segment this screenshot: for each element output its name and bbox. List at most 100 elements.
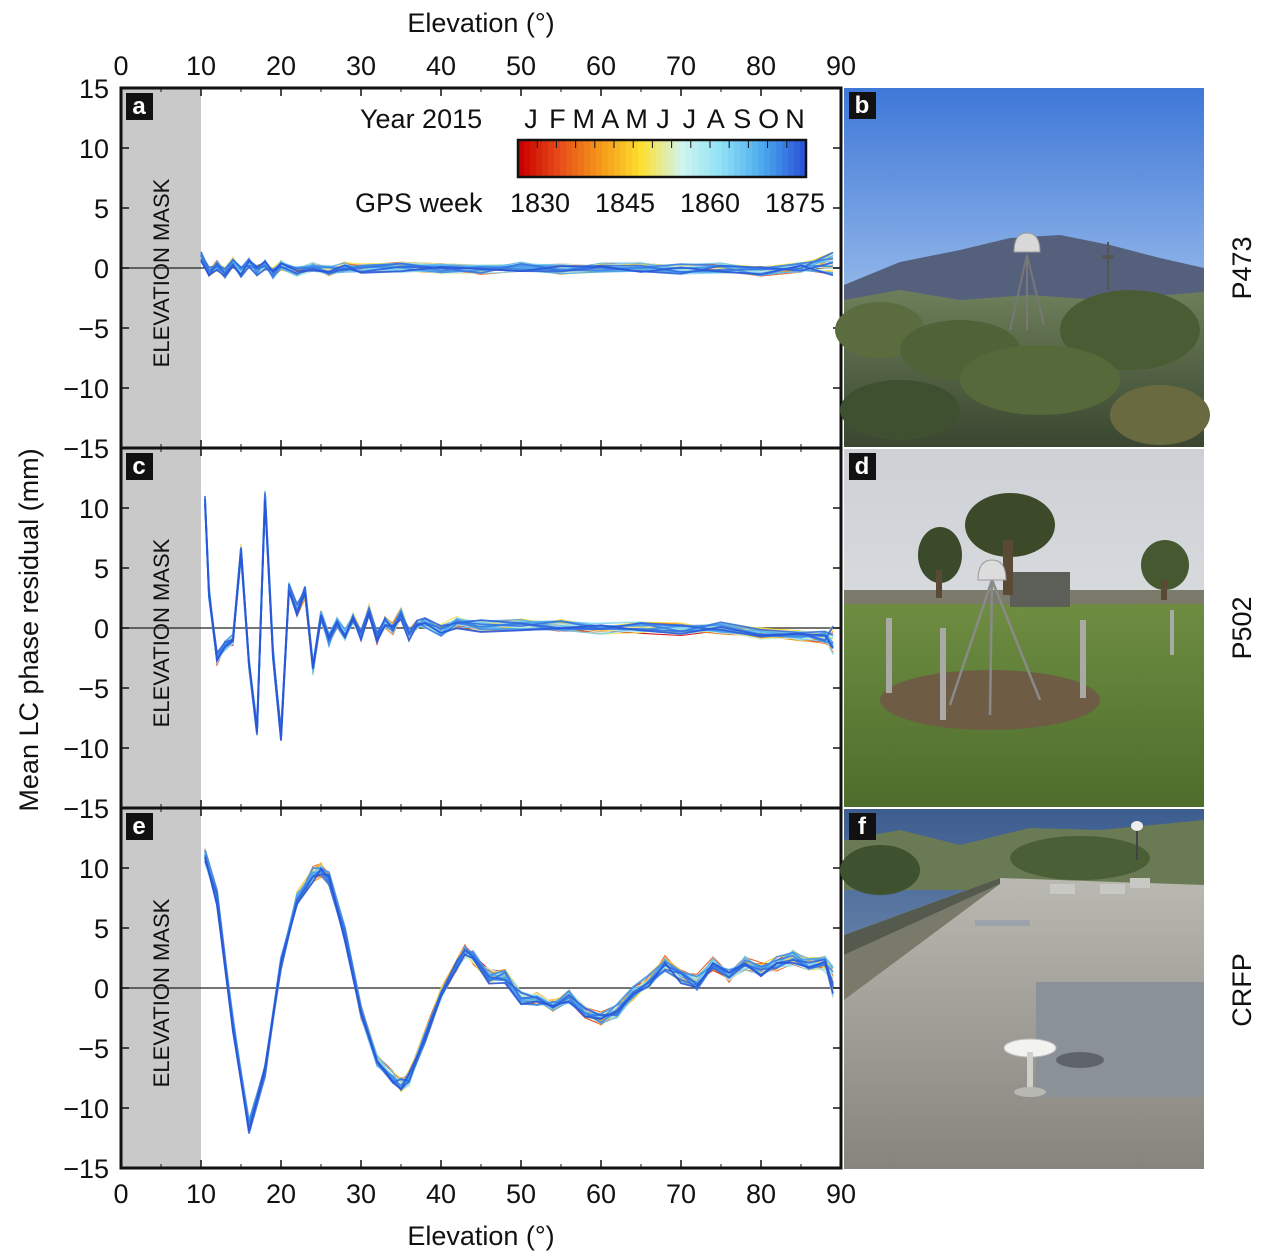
colorbar-segment [716,140,723,177]
bottom-x-tick-label: 50 [506,1179,536,1209]
y-tick-labels-panel-c: −15 10 5 0 −5 −10 [63,434,109,764]
legend-month-label: J [683,104,697,134]
colorbar-segment [752,140,759,177]
colorbar-segment [782,140,789,177]
colorbar-segment [800,140,807,177]
bottom-axis-title: Elevation (°) [407,1221,554,1251]
top-x-tick-labels: 0 10 20 30 40 50 60 70 80 90 [113,51,856,81]
y-tick-label: −10 [63,1094,109,1124]
station-label-p502: P502 [1227,596,1257,659]
photo-f-letter: f [858,813,867,840]
colorbar-segment [674,140,681,177]
photo-p502: d [844,449,1204,807]
weekly-series-line [204,856,834,1132]
panel-e-plot: ELEVATION MASK e [119,806,843,1170]
legend-gps-week-label: GPS week [355,188,483,218]
colorbar-segment [776,140,783,177]
colorbar-segment [764,140,771,177]
colorbar-segment [656,140,663,177]
y-tick-label: −15 [63,1154,109,1184]
colorbar-segment [590,140,597,177]
y-tick-labels-panel-e: −15 10 5 0 −5 −10 −15 [63,794,109,1184]
y-tick-label: −5 [78,314,109,344]
top-x-tick-label: 0 [113,51,128,81]
top-x-tick-label: 10 [186,51,216,81]
legend-month-label: S [733,104,751,134]
y-tick-label: −5 [78,1034,109,1064]
legend-month-label: A [601,104,619,134]
y-tick-label: −15 [63,434,109,464]
colorbar-segment [638,140,645,177]
colorbar-segment [524,140,531,177]
top-x-tick-label: 50 [506,51,536,81]
photo-b-letter: b [855,92,870,119]
colorbar-segment [584,140,591,177]
panel-letter: a [132,93,146,120]
photo-d-letter: d [855,453,870,480]
colorbar-frame [516,138,808,179]
legend-month-label: F [549,104,566,134]
weekly-series-line [204,501,834,741]
weekly-series-line [204,860,834,1131]
colorbar-segment [596,140,603,177]
panel-letter: c [132,453,145,480]
legend-colorbar [516,138,808,179]
colorbar-segment [746,140,753,177]
y-tick-label: −10 [63,374,109,404]
colorbar-segment [770,140,777,177]
legend-year-label: Year 2015 [360,104,482,134]
y-axis-title: Mean LC phase residual (mm) [14,448,44,811]
colorbar-segment [548,140,555,177]
colorbar-segment [758,140,765,177]
colorbar-segment [560,140,567,177]
bottom-x-tick-label: 80 [746,1179,776,1209]
legend-month-label: J [524,104,538,134]
colorbar-segment [554,140,561,177]
colorbar-segment [650,140,657,177]
y-tick-label: −15 [63,794,109,824]
colorbar-segment [566,140,573,177]
colorbar-segment [632,140,639,177]
top-axis-title: Elevation (°) [407,8,554,38]
colorbar-segment [680,140,687,177]
panel-letter-badge [126,813,153,840]
bottom-x-tick-label: 70 [666,1179,696,1209]
y-tick-label: 0 [94,974,109,1004]
y-tick-labels-panel-a: 15 10 5 0 −5 −10 [63,74,109,404]
top-x-tick-label: 90 [826,51,856,81]
bottom-x-tick-label: 60 [586,1179,616,1209]
legend-month-label: J [656,104,670,134]
colorbar-segment [668,140,675,177]
colorbar-segment [608,140,615,177]
colorbar-segment [722,140,729,177]
panel-letter-badge [126,93,153,120]
y-tick-label: −5 [78,674,109,704]
colorbar-segment [626,140,633,177]
y-tick-label: 0 [94,614,109,644]
y-tick-label: 5 [94,194,109,224]
colorbar-segment [572,140,579,177]
panel-c-plot: ELEVATION MASK c [119,446,843,810]
panel-letter-badge [126,453,153,480]
weekly-series-line [204,849,834,1122]
legend-gps-week-tick: 1875 [765,188,825,218]
colorbar-segment [614,140,621,177]
legend-month-label: M [625,104,648,134]
colorbar-segment [710,140,717,177]
legend-month-label: M [573,104,596,134]
bottom-x-tick-label: 90 [826,1179,856,1209]
colorbar-segment [704,140,711,177]
panel-letter: e [132,813,145,840]
colorbar-segment [542,140,549,177]
colorbar-segment [740,140,747,177]
colorbar-segment [686,140,693,177]
colorbar-segment [698,140,705,177]
colorbar-segment [620,140,627,177]
legend-gps-week-tick: 1860 [680,188,740,218]
legend-month-label: O [758,104,779,134]
colorbar-segment [794,140,801,177]
y-tick-label: 10 [79,854,109,884]
